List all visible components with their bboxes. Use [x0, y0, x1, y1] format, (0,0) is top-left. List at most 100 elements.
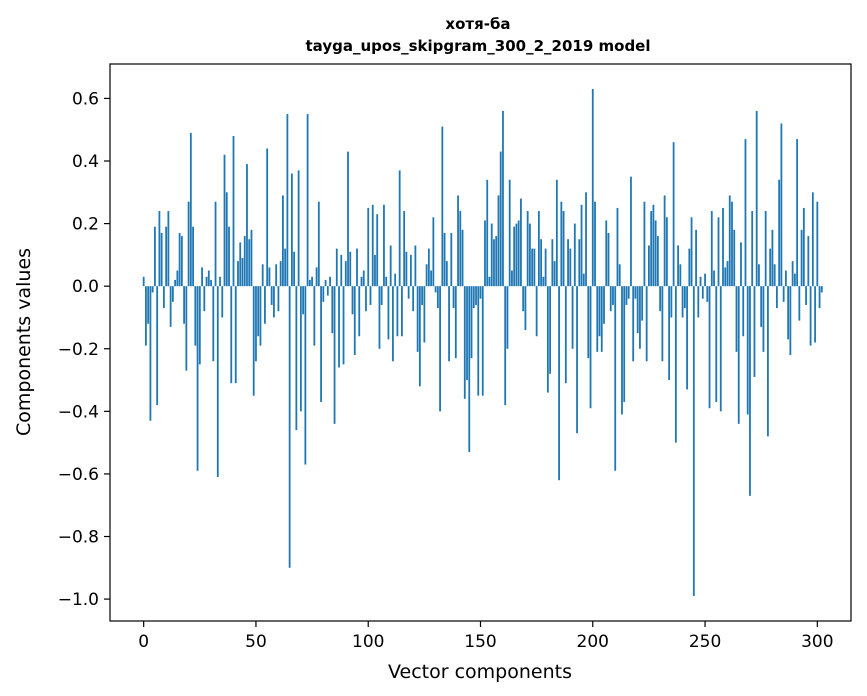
bar-56 [268, 267, 271, 287]
bar-284 [780, 123, 783, 287]
bar-202 [596, 286, 599, 352]
bar-17 [180, 236, 183, 287]
bar-93 [351, 286, 354, 315]
bar-166 [515, 223, 518, 287]
bar-227 [652, 204, 655, 287]
bar-128 [430, 270, 432, 287]
bar-300 [816, 201, 819, 287]
bar-153 [486, 179, 489, 287]
bar-122 [416, 286, 419, 352]
bar-49 [252, 286, 255, 396]
bar-118 [407, 286, 410, 299]
bar-160 [502, 110, 504, 287]
bar-98 [362, 270, 365, 287]
bar-115 [401, 286, 403, 337]
bar-88 [340, 254, 343, 287]
bar-119 [409, 254, 412, 287]
y-tick-label: −0.2 [58, 340, 99, 360]
bar-43 [239, 242, 242, 287]
bar-201 [594, 201, 596, 287]
bar-268 [744, 139, 747, 287]
bar-23 [194, 286, 197, 346]
bar-16 [178, 232, 181, 287]
bar-195 [580, 204, 583, 287]
bar-39 [230, 286, 233, 384]
bar-169 [522, 286, 525, 312]
bar-7 [158, 211, 161, 287]
bar-177 [540, 239, 543, 287]
bar-173 [531, 248, 534, 287]
x-tick-label: 0 [138, 632, 149, 652]
bar-296 [807, 236, 810, 287]
bar-261 [728, 195, 731, 287]
bar-24 [196, 286, 199, 471]
bar-275 [760, 286, 763, 327]
bar-267 [742, 286, 745, 337]
bar-29 [207, 270, 210, 287]
bar-110 [389, 245, 392, 287]
bar-263 [733, 229, 736, 287]
bar-183 [553, 261, 556, 287]
bar-182 [551, 239, 554, 287]
bar-111 [392, 286, 394, 362]
bar-298 [811, 192, 814, 287]
bar-286 [784, 270, 787, 287]
bar-189 [567, 239, 569, 287]
bar-127 [427, 248, 430, 287]
bar-283 [778, 179, 781, 287]
bar-37 [225, 192, 228, 287]
bar-105 [378, 286, 381, 349]
bar-226 [650, 211, 653, 287]
bar-266 [740, 242, 742, 287]
bar-1 [145, 286, 147, 346]
bar-94 [353, 286, 356, 356]
bar-126 [425, 264, 428, 287]
bar-113 [396, 286, 399, 337]
bar-228 [654, 220, 657, 287]
bar-168 [520, 198, 522, 287]
bar-18 [183, 286, 185, 324]
bar-21 [189, 132, 192, 287]
bars-group [142, 89, 823, 596]
bar-25 [198, 286, 201, 365]
bar-141 [459, 211, 462, 287]
bar-291 [796, 139, 799, 287]
bar-203 [598, 286, 601, 337]
bar-248 [699, 276, 702, 287]
y-tick-label: −0.6 [58, 465, 99, 485]
bar-225 [648, 245, 650, 287]
bar-138 [452, 286, 455, 309]
bar-167 [517, 220, 520, 287]
bar-185 [558, 286, 560, 481]
bar-245 [692, 286, 695, 596]
bar-125 [423, 286, 426, 343]
bar-62 [282, 195, 284, 287]
bar-287 [787, 286, 790, 340]
bar-19 [185, 286, 188, 371]
bar-54 [264, 286, 266, 324]
bar-178 [542, 276, 545, 287]
bar-48 [250, 229, 253, 287]
bar-218 [632, 286, 635, 362]
bar-103 [374, 254, 376, 287]
bar-121 [414, 245, 417, 287]
bar-292 [798, 286, 801, 321]
bar-170 [524, 286, 527, 330]
bar-46 [246, 164, 248, 287]
bar-90 [344, 261, 347, 287]
bar-156 [493, 239, 495, 287]
bar-101 [369, 286, 372, 305]
bar-142 [461, 229, 464, 287]
bar-78 [317, 201, 320, 287]
bar-143 [463, 286, 466, 399]
bar-216 [627, 286, 630, 299]
bar-237 [674, 286, 677, 443]
bar-158 [497, 195, 500, 287]
bar-290 [793, 273, 796, 287]
bar-214 [623, 286, 626, 402]
bar-270 [749, 286, 751, 496]
bar-70 [299, 286, 302, 412]
bar-42 [237, 261, 239, 287]
bar-8 [160, 232, 163, 287]
bar-34 [219, 276, 221, 287]
